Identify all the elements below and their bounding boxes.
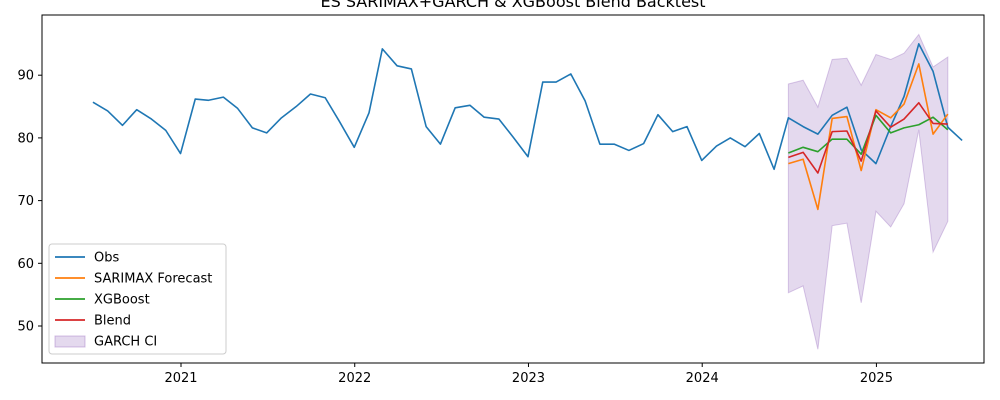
legend-label-blend: Blend [94,314,131,329]
legend-label-xgboost: XGBoost [94,293,150,308]
x-tick-label: 2022 [338,371,371,386]
y-tick-label: 70 [17,194,34,209]
legend-swatch-garch-ci [55,336,85,347]
y-tick-label: 50 [17,320,34,335]
legend: Obs SARIMAX Forecast XGBoost Blend GARCH CI [49,244,226,354]
y-tick-label: 60 [17,257,34,272]
x-tick-label: 2021 [164,371,197,386]
x-axis: 2021 2022 2023 2024 2025 [164,363,893,386]
x-tick-label: 2024 [686,371,719,386]
x-tick-label: 2023 [512,371,545,386]
x-tick-label: 2025 [860,371,893,386]
y-tick-label: 80 [17,131,34,146]
y-tick-label: 90 [17,69,34,84]
chart-title: ES SARIMAX+GARCH & XGBoost Blend Backtes… [320,0,705,11]
y-axis: 50 60 70 80 90 [17,69,42,335]
legend-label-sarimax-forecast: SARIMAX Forecast [94,272,212,287]
legend-label-obs: Obs [94,251,119,266]
legend-label-garch-ci: GARCH CI [94,335,157,350]
